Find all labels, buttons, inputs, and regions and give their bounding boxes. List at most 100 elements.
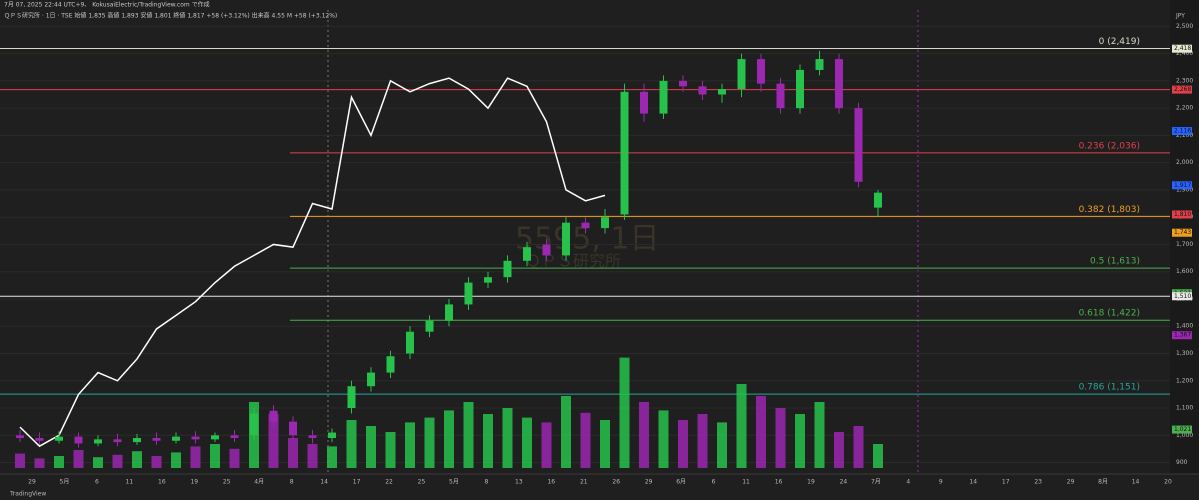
volume-bar <box>580 412 591 468</box>
level-label: 0.382 (1,803) <box>1079 205 1140 215</box>
volume-bar <box>756 396 766 468</box>
price-tag <box>1172 85 1192 94</box>
candle-body <box>172 436 180 441</box>
candle-body <box>640 91 648 114</box>
candle-body <box>835 59 843 109</box>
volume-bar <box>15 453 25 468</box>
candle-body <box>484 277 492 283</box>
volume-bar <box>132 451 142 468</box>
candle-body <box>308 435 317 439</box>
candle-body <box>776 83 785 109</box>
volume-bar <box>658 410 669 468</box>
volume-bar <box>483 414 493 468</box>
y-tick-label: 2,400 <box>1176 50 1193 57</box>
volume-bar <box>639 402 649 468</box>
volume-bar <box>346 420 357 468</box>
x-tick-label: 25 <box>223 479 231 486</box>
candle-body <box>230 435 239 439</box>
candle-body <box>874 192 882 208</box>
candle-body <box>113 439 122 443</box>
x-tick-label: 6 <box>95 479 99 486</box>
x-tick-label: 20 <box>1164 479 1172 486</box>
candle-body <box>737 59 746 90</box>
x-tick-label: 14 <box>320 479 328 486</box>
volume-bar <box>795 414 805 468</box>
volume-bar <box>112 454 123 468</box>
price-tag <box>1172 228 1192 237</box>
watermark-name: ＱＰＳ研究所 <box>525 252 621 271</box>
volume-bar <box>444 410 454 468</box>
x-tick-label: 16 <box>158 479 166 486</box>
x-tick-label: 8 <box>484 479 488 486</box>
candle-body <box>815 59 824 70</box>
price-axis <box>1170 0 1199 474</box>
volume-bar <box>366 426 376 468</box>
y-tick-label: 1,700 <box>1176 241 1193 248</box>
candle-body <box>523 247 531 261</box>
price-tag <box>1172 44 1192 53</box>
y-tick-label: 2,000 <box>1176 159 1193 166</box>
candle-body <box>796 69 804 109</box>
x-tick-label: 17 <box>1002 479 1010 486</box>
x-tick-label: 23 <box>1034 479 1042 486</box>
volume-bar <box>73 450 84 468</box>
price-tag-label: 1,510 <box>1174 293 1191 300</box>
candle-body <box>152 438 161 441</box>
currency: JPY <box>1175 13 1185 20</box>
candle-body <box>562 222 570 256</box>
volume-bar <box>210 444 220 468</box>
x-tick-label: 13 <box>515 479 523 486</box>
price-tag-label: 1,367 <box>1174 332 1191 339</box>
x-tick-label: 19 <box>807 479 815 486</box>
volume-bar <box>93 457 103 468</box>
price-tag <box>1172 331 1192 340</box>
candle-body <box>757 59 765 84</box>
candle-body <box>854 108 863 182</box>
candle-body <box>250 413 258 436</box>
candle-body <box>542 244 551 256</box>
x-tick-label: 26 <box>612 479 620 486</box>
x-tick-label: 29 <box>645 479 653 486</box>
x-tick-label: 7月 <box>871 479 881 486</box>
volume-bar <box>541 422 552 468</box>
candle-body <box>679 80 687 87</box>
candle-body <box>74 436 83 444</box>
candle-body <box>133 438 141 443</box>
y-tick-label: 1,200 <box>1176 377 1193 384</box>
price-tag-label: 1,743 <box>1174 229 1191 236</box>
volume-bar <box>502 408 513 468</box>
y-tick-label: 1,000 <box>1176 432 1193 439</box>
volume-bar <box>307 444 318 468</box>
x-tick-label: 8 <box>290 479 294 486</box>
candle-body <box>503 260 512 278</box>
y-tick-label: 2,200 <box>1176 105 1193 112</box>
level-label: 0 (2,419) <box>1099 37 1140 47</box>
x-tick-label: 29 <box>1067 479 1075 486</box>
volume-bar <box>190 446 201 468</box>
volume-bar <box>697 414 708 468</box>
y-tick-label: 2,500 <box>1176 23 1193 30</box>
price-tag-label: 1,917 <box>1174 182 1191 189</box>
volume-bar <box>814 402 825 468</box>
x-tick-label: 8月 <box>1098 479 1108 486</box>
volume-bar <box>54 456 64 468</box>
candle-body <box>211 435 219 440</box>
x-tick-label: 14 <box>1132 479 1140 486</box>
x-tick-label: 19 <box>190 479 198 486</box>
candle-body <box>406 331 414 354</box>
candle-body <box>191 436 200 440</box>
x-tick-label: 4 <box>906 479 910 486</box>
x-tick-label: 6 <box>712 479 716 486</box>
y-tick-label: 1,900 <box>1176 186 1193 193</box>
candle-body <box>289 421 297 436</box>
volume-bar <box>561 396 571 468</box>
volume-bar <box>522 417 532 468</box>
volume-bar <box>463 402 474 468</box>
y-tick-label: 1,100 <box>1176 405 1193 412</box>
volume-bar <box>717 422 727 468</box>
level-label: 0.786 (1,151) <box>1079 383 1140 393</box>
x-tick-label: 5月 <box>449 479 459 486</box>
price-tag <box>1172 425 1192 434</box>
volume-bar <box>619 357 630 468</box>
